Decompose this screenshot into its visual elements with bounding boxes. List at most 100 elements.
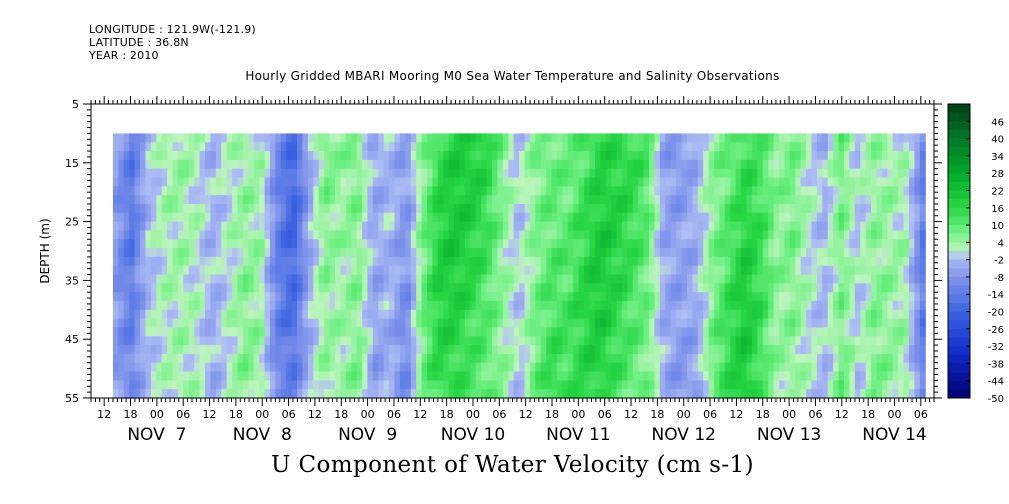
heatmap-cell	[513, 256, 520, 267]
heatmap-cell	[519, 195, 526, 205]
heatmap-cell	[334, 336, 341, 346]
heatmap-cell	[524, 292, 531, 302]
heatmap-cell	[237, 327, 244, 337]
heatmap-cell	[605, 186, 612, 196]
heatmap-cell	[703, 380, 710, 390]
heatmap-cell	[242, 248, 249, 258]
heatmap-cell	[556, 142, 564, 152]
heatmap-cell	[497, 133, 504, 143]
heatmap-cell	[833, 168, 840, 179]
heatmap-cell	[784, 309, 791, 320]
heatmap-cell	[269, 327, 277, 337]
heatmap-cell	[876, 230, 883, 240]
heatmap-cell	[421, 186, 428, 196]
heatmap-cell	[849, 248, 856, 258]
heatmap-cell	[454, 195, 461, 205]
heatmap-cell	[134, 203, 141, 214]
heatmap-cell	[551, 362, 558, 373]
heatmap-cell	[481, 221, 488, 232]
heatmap-cell	[443, 336, 450, 346]
heatmap-cell	[264, 318, 271, 329]
heatmap-cell	[611, 203, 618, 214]
heatmap-cell	[226, 292, 233, 302]
heatmap-cell	[248, 345, 255, 355]
heatmap-cell	[492, 186, 499, 196]
heatmap-cell	[703, 283, 710, 293]
heatmap-cell	[724, 230, 731, 240]
heatmap-cell	[297, 203, 304, 214]
heatmap-cell	[730, 239, 737, 249]
heatmap-cell	[205, 292, 212, 302]
heatmap-cell	[703, 151, 710, 161]
heatmap-cell	[334, 133, 341, 143]
heatmap-cell	[546, 212, 553, 223]
heatmap-cell	[134, 353, 141, 364]
heatmap-cell	[253, 283, 260, 293]
heatmap-cell	[784, 221, 791, 232]
heatmap-cell	[562, 221, 569, 232]
heatmap-cell	[464, 371, 471, 381]
heatmap-cell	[199, 133, 206, 143]
heatmap-cell	[486, 203, 493, 214]
heatmap-cell	[167, 300, 174, 311]
heatmap-cell	[112, 133, 119, 143]
heatmap-cell	[649, 371, 656, 381]
heatmap-cell	[318, 380, 325, 390]
heatmap-cell	[638, 389, 645, 399]
heatmap-cell	[215, 203, 222, 214]
heatmap-cell	[167, 212, 174, 223]
heatmap-cell	[578, 256, 585, 267]
heatmap-cell	[269, 203, 277, 214]
heatmap-cell	[838, 186, 845, 196]
heatmap-cell	[399, 212, 406, 223]
heatmap-cell	[167, 353, 174, 364]
heatmap-cell	[378, 389, 385, 399]
heatmap-cell	[183, 336, 190, 346]
heatmap-cell	[724, 159, 731, 170]
heatmap-cell	[199, 274, 206, 284]
heatmap-cell	[735, 212, 742, 223]
heatmap-cell	[914, 248, 921, 258]
heatmap-cell	[562, 327, 569, 337]
heatmap-cell	[334, 274, 341, 284]
heatmap-cell	[649, 195, 656, 205]
heatmap-cell	[854, 177, 861, 187]
heatmap-cell	[822, 283, 829, 293]
heatmap-cell	[529, 203, 536, 214]
heatmap-cell	[849, 159, 856, 170]
heatmap-cell	[703, 221, 710, 232]
heatmap-cell	[367, 318, 374, 329]
heatmap-cell	[779, 168, 786, 179]
heatmap-cell	[697, 230, 704, 240]
heatmap-cell	[692, 274, 699, 284]
heatmap-cell	[692, 159, 699, 170]
heatmap-cell	[573, 292, 580, 302]
heatmap-cell	[871, 186, 878, 196]
heatmap-cell	[161, 336, 168, 346]
heatmap-cell	[318, 133, 325, 143]
heatmap-cell	[291, 327, 298, 337]
heatmap-cell	[779, 353, 786, 364]
heatmap-cell	[562, 318, 569, 329]
heatmap-cell	[665, 283, 672, 293]
heatmap-cell	[248, 159, 255, 170]
heatmap-cell	[903, 151, 910, 161]
heatmap-cell	[232, 256, 239, 267]
heatmap-cell	[161, 248, 168, 258]
heatmap-cell	[156, 239, 163, 249]
heatmap-cell	[242, 159, 249, 170]
heatmap-cell	[356, 230, 363, 240]
heatmap-cell	[167, 195, 174, 205]
heatmap-cell	[340, 159, 347, 170]
heatmap-cell	[871, 133, 878, 143]
heatmap-cell	[302, 336, 309, 346]
heatmap-cell	[421, 362, 428, 373]
heatmap-cell	[627, 265, 634, 276]
heatmap-cell	[919, 292, 926, 302]
heatmap-cell	[681, 133, 688, 143]
heatmap-cell	[291, 195, 298, 205]
heatmap-cell	[118, 389, 125, 399]
heatmap-cell	[253, 389, 260, 399]
heatmap-cell	[356, 274, 363, 284]
heatmap-cell	[464, 265, 471, 276]
